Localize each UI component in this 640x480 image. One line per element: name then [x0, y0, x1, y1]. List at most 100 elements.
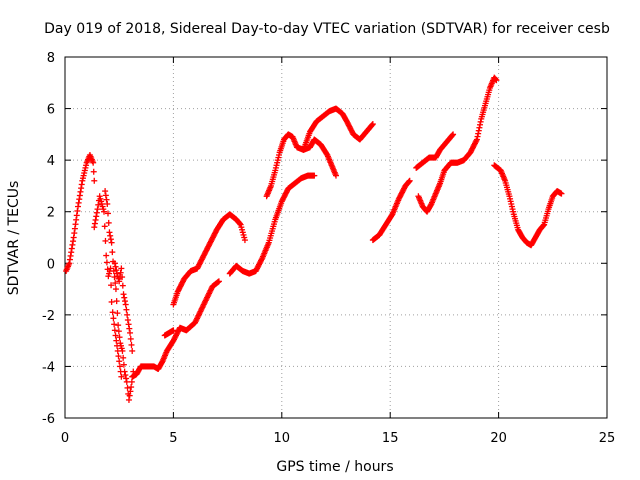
y-tick-label: 2 — [47, 206, 55, 221]
data-point — [111, 321, 118, 328]
data-point — [112, 332, 119, 339]
y-tick-label: 4 — [47, 154, 55, 169]
x-axis-label: GPS time / hours — [276, 459, 393, 475]
data-point — [115, 322, 122, 329]
data-point — [92, 216, 99, 223]
data-point — [473, 137, 480, 144]
data-point — [120, 361, 127, 368]
data-point — [124, 311, 131, 318]
data-point — [118, 373, 125, 380]
data-point — [116, 363, 123, 370]
data-point — [117, 368, 124, 375]
data-point — [101, 223, 108, 230]
data-point — [406, 177, 413, 184]
data-point — [114, 347, 121, 354]
data-point — [111, 274, 118, 281]
data-point — [120, 354, 127, 361]
data-point — [90, 159, 97, 166]
data-point — [114, 342, 121, 349]
data-point — [493, 77, 500, 84]
grid-lines — [65, 57, 607, 418]
y-tick-label: 8 — [47, 51, 55, 66]
data-point — [93, 209, 100, 216]
data-point — [91, 220, 98, 227]
data-point — [121, 298, 128, 305]
data-point — [104, 210, 111, 217]
data-point — [103, 259, 110, 266]
axis-ticks — [64, 56, 608, 419]
data-point — [107, 236, 114, 243]
data-point — [103, 252, 110, 259]
data-point — [94, 206, 101, 213]
y-tick-label: 0 — [47, 257, 55, 272]
x-tick-label: 5 — [169, 431, 177, 446]
data-point — [127, 329, 134, 336]
x-tick-label: 20 — [490, 431, 507, 446]
data-point — [91, 177, 98, 184]
data-point — [124, 317, 131, 324]
data-point — [112, 286, 119, 293]
data-point — [117, 269, 124, 276]
data-point — [127, 388, 134, 395]
data-point — [113, 337, 120, 344]
data-point — [369, 121, 376, 128]
data-point — [333, 172, 339, 179]
data-point — [258, 256, 265, 263]
data-point — [119, 274, 126, 281]
y-tick-label: -4 — [42, 360, 55, 375]
data-point — [126, 392, 133, 399]
data-point — [116, 278, 123, 285]
data-point — [111, 260, 118, 267]
data-point — [110, 315, 117, 322]
data-point — [112, 263, 119, 270]
data-point — [93, 213, 100, 220]
data-point — [123, 378, 130, 385]
x-tick-label: 0 — [61, 431, 69, 446]
y-axis-label: SDTVAR / TECUs — [6, 181, 22, 296]
data-point — [170, 327, 177, 334]
data-point — [450, 131, 457, 138]
data-points — [63, 74, 565, 403]
data-point — [115, 353, 122, 360]
data-point — [122, 372, 129, 379]
data-point — [91, 224, 98, 231]
data-point — [125, 321, 132, 328]
data-point — [116, 334, 123, 341]
y-tick-label: -2 — [42, 309, 55, 324]
data-point — [118, 265, 125, 272]
data-point — [103, 196, 110, 203]
data-point — [95, 201, 102, 208]
data-point — [102, 192, 109, 199]
y-tick-label: -6 — [42, 412, 55, 427]
data-point — [127, 335, 134, 342]
data-point — [108, 298, 115, 305]
data-point — [369, 121, 376, 128]
data-point — [105, 219, 112, 226]
data-point — [492, 76, 499, 83]
data-point — [558, 190, 565, 197]
data-point — [215, 278, 222, 285]
data-point — [120, 291, 127, 298]
data-point — [113, 298, 120, 305]
data-point — [124, 384, 131, 391]
data-point — [123, 375, 130, 382]
data-point — [102, 237, 109, 244]
data-point — [116, 358, 123, 365]
data-point — [106, 229, 113, 236]
data-point — [241, 237, 248, 244]
data-point — [129, 347, 136, 354]
data-point — [109, 249, 116, 256]
data-point — [113, 267, 120, 274]
data-point — [128, 341, 135, 348]
data-point — [107, 265, 114, 272]
data-point — [115, 328, 122, 335]
data-point — [128, 384, 135, 391]
data-point — [311, 172, 318, 179]
plot-frame — [64, 56, 608, 419]
data-point — [114, 310, 121, 317]
data-point — [126, 325, 133, 332]
chart-title: Day 019 of 2018, Sidereal Day-to-day VTE… — [44, 21, 610, 37]
data-point — [109, 309, 116, 316]
data-point — [123, 306, 130, 313]
